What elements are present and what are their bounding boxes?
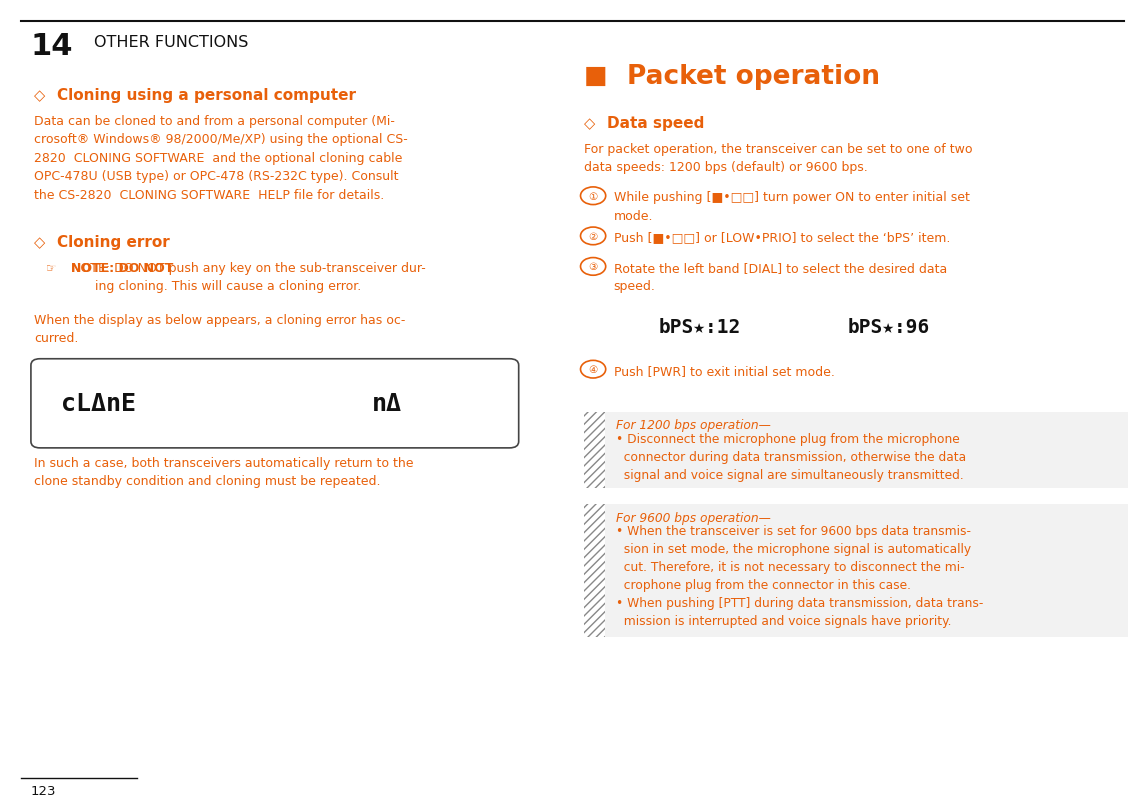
Text: When the display as below appears, a cloning error has oc-
curred.: When the display as below appears, a clo… (34, 314, 405, 345)
Text: Cloning using a personal computer: Cloning using a personal computer (57, 88, 356, 103)
Text: Packet operation: Packet operation (627, 64, 881, 90)
Text: ◇: ◇ (34, 88, 46, 103)
FancyBboxPatch shape (584, 412, 1128, 488)
FancyBboxPatch shape (584, 412, 605, 488)
Text: cLΔnE: cLΔnE (61, 392, 136, 415)
Text: ■: ■ (584, 64, 608, 88)
Circle shape (581, 228, 606, 245)
Text: In such a case, both transceivers automatically return to the
clone standby cond: In such a case, both transceivers automa… (34, 456, 413, 488)
Text: bPS★:12: bPS★:12 (658, 318, 741, 337)
Circle shape (581, 258, 606, 276)
Text: ◇: ◇ (34, 235, 46, 250)
Text: ④: ④ (589, 365, 598, 375)
Text: Rotate the left band [DIAL] to select the desired data
speed.: Rotate the left band [DIAL] to select th… (614, 261, 947, 293)
Text: Push [PWR] to exit initial set mode.: Push [PWR] to exit initial set mode. (614, 364, 835, 377)
Text: Data can be cloned to and from a personal computer (Mi-
crosoft® Windows® 98/200: Data can be cloned to and from a persona… (34, 115, 408, 201)
Text: • Disconnect the microphone plug from the microphone
  connector during data tra: • Disconnect the microphone plug from th… (616, 432, 966, 481)
Text: NOTE: DO NOT: NOTE: DO NOT (71, 261, 173, 274)
Text: While pushing [■•□□] turn power ON to enter initial set
mode.: While pushing [■•□□] turn power ON to en… (614, 191, 970, 222)
Text: nΔ: nΔ (372, 392, 402, 415)
Text: Push [■•□□] or [LOW•PRIO] to select the ‘bPS’ item.: Push [■•□□] or [LOW•PRIO] to select the … (614, 231, 950, 244)
Text: ☞: ☞ (46, 261, 56, 274)
Text: OTHER FUNCTIONS: OTHER FUNCTIONS (94, 34, 248, 50)
Circle shape (581, 361, 606, 379)
Text: ◇: ◇ (584, 116, 595, 132)
Text: Data speed: Data speed (607, 116, 704, 132)
Text: Cloning error: Cloning error (57, 235, 169, 250)
Text: ①: ① (589, 192, 598, 201)
Text: ②: ② (589, 232, 598, 241)
Text: 123: 123 (31, 784, 56, 797)
Text: For 9600 bps operation—: For 9600 bps operation— (616, 511, 771, 524)
Text: NOTE: DO NOT push any key on the sub-transceiver dur-
      ing cloning. This wi: NOTE: DO NOT push any key on the sub-tra… (71, 261, 426, 293)
FancyBboxPatch shape (31, 359, 519, 448)
Text: • When the transceiver is set for 9600 bps data transmis-
  sion in set mode, th: • When the transceiver is set for 9600 b… (616, 525, 984, 627)
Text: For 1200 bps operation—: For 1200 bps operation— (616, 419, 771, 431)
Text: 14: 14 (31, 32, 73, 61)
Text: ③: ③ (589, 262, 598, 272)
Text: For packet operation, the transceiver can be set to one of two
data speeds: 1200: For packet operation, the transceiver ca… (584, 143, 972, 174)
FancyBboxPatch shape (584, 504, 605, 637)
FancyBboxPatch shape (584, 504, 1128, 637)
Circle shape (581, 188, 606, 205)
Text: bPS★:96: bPS★:96 (847, 318, 930, 337)
